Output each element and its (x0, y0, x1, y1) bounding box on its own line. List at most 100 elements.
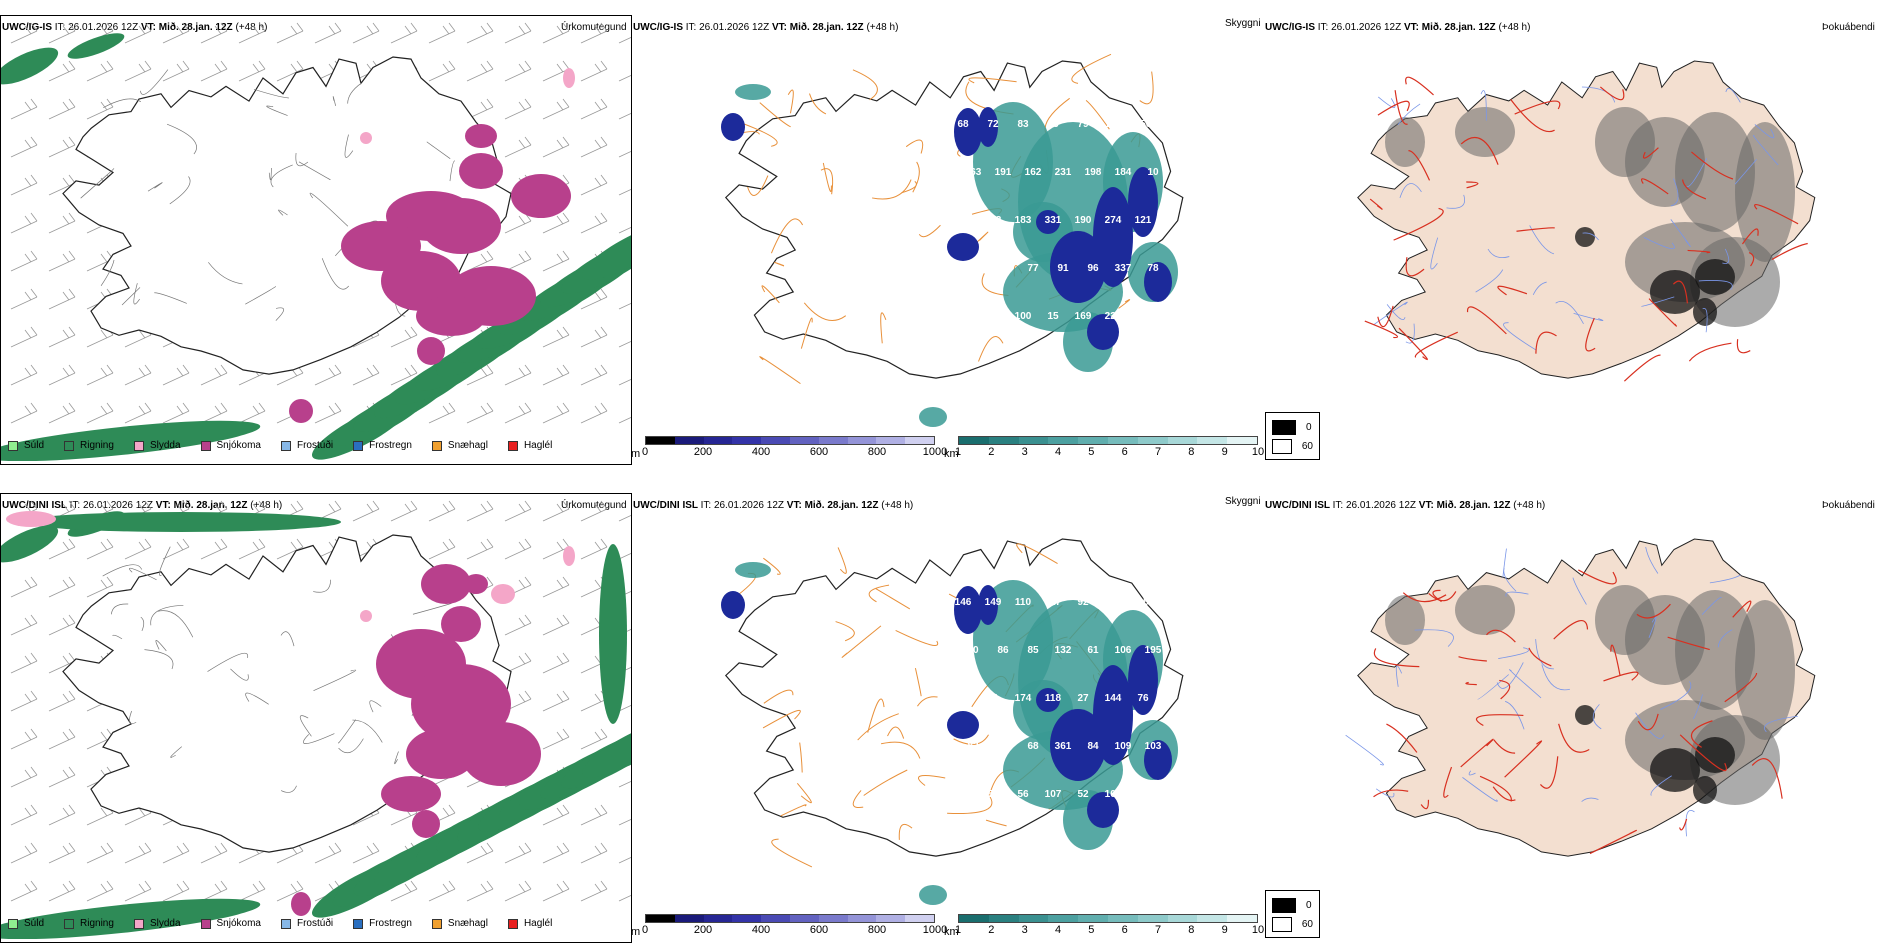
colorbar-tick: 0 (641, 924, 649, 936)
lead-time: (+48 h) (235, 22, 268, 33)
lead-time: (+48 h) (1498, 22, 1531, 33)
vt-label: VT: (1403, 22, 1422, 33)
it-label: IT: (1332, 500, 1346, 511)
legend-swatch (200, 440, 211, 451)
legend-swatch (353, 918, 364, 929)
legend-item: Rigning (64, 440, 114, 451)
ceiling-label: 107 (1045, 789, 1062, 800)
model-name: UWC/DINI ISL (1265, 500, 1333, 511)
ceiling-label: 434 (955, 215, 972, 226)
colorbar-step (1018, 437, 1049, 444)
vt-label: VT: (771, 22, 790, 33)
legend-swatch (280, 440, 291, 451)
colorbar-step (988, 915, 1019, 922)
snow-area (289, 124, 571, 423)
colorbar-tick: 1000 (922, 446, 948, 458)
visibility-map: 146 149 110 117 92 46 85 70 86 85 132 61 106 195 110 81… (633, 510, 1263, 910)
ceiling-colorbar: 0 200 400 600 800 1000 m (631, 436, 947, 460)
ceiling-label: 198 (1085, 167, 1102, 178)
colorbar-step (876, 437, 906, 444)
colorbar-tick: 2 (988, 924, 995, 936)
colorbar-tick: 3 (1021, 924, 1028, 936)
legend-label: Frostúði (296, 918, 334, 929)
colorbar-step (1078, 915, 1108, 922)
legend-label: Súld (24, 440, 45, 451)
fog-legend-swatch (1272, 917, 1292, 932)
legend-item: Frostúði (280, 918, 334, 929)
colorbar-step (1048, 915, 1079, 922)
colorbar-step (703, 915, 733, 922)
fog-legend: 0 60 (1265, 412, 1320, 460)
ceiling-label: 150 (1135, 119, 1152, 130)
lead-time: (+48 h) (881, 500, 914, 511)
legend-label: Snæhagl (447, 440, 488, 451)
ceiling-label: 84 (967, 263, 979, 274)
precip-type-map (0, 15, 632, 465)
ceiling-label: 220 (1135, 311, 1152, 322)
colorbar-step (988, 437, 1019, 444)
vt-label: VT: (155, 500, 174, 511)
legend-item: Súld (8, 440, 44, 451)
precip-title: Úrkomutegund (561, 500, 627, 511)
colorbar-step (761, 915, 790, 922)
fog-legend-label: 0 (1306, 900, 1312, 911)
colorbar-step (1137, 437, 1168, 444)
colorbar-tick: 4 (1054, 446, 1062, 458)
it-label: IT: (685, 22, 700, 33)
ceiling-label: 10 (1147, 167, 1159, 178)
vt-label: VT: (1418, 500, 1437, 511)
ceiling-label: 109 (1115, 741, 1132, 752)
colorbar-tick: 400 (751, 446, 771, 458)
fog-title: Þokuábendi (1822, 500, 1875, 511)
colorbar-tick: 1 (954, 446, 962, 458)
legend-label: Súld (24, 918, 45, 929)
ceiling-label: 30 (997, 359, 1009, 370)
it-value: 26.01.2026 12Z (1331, 22, 1404, 33)
ceiling-label: 121 (1135, 215, 1152, 226)
rain-area (1, 33, 631, 462)
ceiling-label: 117 (1045, 597, 1062, 608)
ceiling-label: 46 (1107, 597, 1119, 608)
precip-legend: Súld Rigning Slydda Snjókoma Frostúði Frostre… (8, 440, 572, 451)
it-label: IT: (54, 22, 69, 33)
colorbar-step (761, 437, 790, 444)
road-network (1364, 76, 1808, 382)
it-value: 26.01.2026 12Z (68, 22, 141, 33)
colorbar-step (732, 437, 762, 444)
road-network (1373, 569, 1783, 855)
colorbar-tick: 7 (1154, 446, 1162, 458)
ceiling-label: 172 (985, 215, 1002, 226)
ceiling-label: 162 (1025, 167, 1042, 178)
rivers (1345, 546, 1798, 837)
ceiling-label: 83 (1017, 119, 1029, 130)
forecast-row: UWC/DINI ISL IT: 26.01.2026 12Z VT: Mið.… (0, 478, 1900, 948)
legend-label: Haglél (523, 440, 553, 451)
colorbar-tick: 5 (1088, 446, 1095, 458)
vt-label: VT: (786, 500, 805, 511)
visibility-colorbar: 1 2 3 4 5 6 7 8 9 10 km (944, 436, 1264, 460)
vis-panel-header: UWC/DINI ISL IT: 26.01.2026 12Z VT: Mið.… (633, 500, 913, 511)
ceiling-label: 174 (1015, 693, 1032, 704)
ceiling-label: 103 (1145, 741, 1162, 752)
legend-label: Snjókoma (216, 918, 261, 929)
colorbar-tick: 3 (1021, 446, 1028, 458)
vt-value: Mið. 28.jan. 12Z (789, 22, 867, 33)
ceiling-label: 169 (1075, 311, 1092, 322)
colorbar-step (1197, 915, 1228, 922)
legend-label: Rigning (80, 918, 114, 929)
ceiling-label: 110 (955, 693, 972, 704)
ceiling-label: 163 (965, 167, 982, 178)
legend-label: Rigning (80, 440, 114, 451)
fog-legend-item: 60 (1272, 437, 1313, 456)
legend-item: Súld (8, 918, 44, 929)
colorbar-step (905, 437, 934, 444)
lead-time: (+48 h) (250, 500, 283, 511)
vis-title: Skyggni (1225, 496, 1261, 507)
ceiling-label: 106 (1115, 645, 1132, 656)
legend-swatch (200, 918, 211, 929)
ceiling-label: 183 (1015, 215, 1032, 226)
fog-indicator-map (1265, 32, 1895, 432)
ceiling-label: 58 (987, 789, 999, 800)
colorbar-step (959, 915, 989, 922)
vt-value: Mið. 28.jan. 12Z (1421, 22, 1499, 33)
